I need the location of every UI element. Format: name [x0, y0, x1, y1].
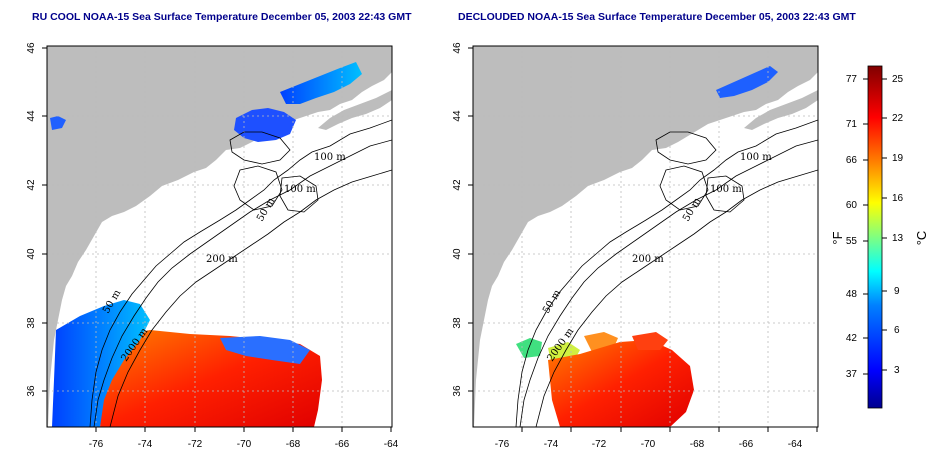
colorbar-f-tick: 77 — [846, 74, 858, 85]
y-tick-label: 40 — [452, 248, 463, 260]
x-tick-label: -74 — [138, 439, 153, 450]
y-tick-label: 38 — [26, 317, 37, 329]
panel1-map: 100 m 100 m 50 m 200 m 50 m 2000 m -76 -… — [26, 42, 399, 450]
colorbar-c-tick: 19 — [892, 153, 904, 164]
x-tick-label: -72 — [592, 439, 607, 450]
panel1-title: RU COOL NOAA-15 Sea Surface Temperature … — [32, 11, 412, 23]
panel1-y-axis: 36 38 40 42 44 46 — [26, 42, 47, 397]
sst-warm-south — [548, 340, 694, 427]
y-tick-label: 46 — [452, 42, 463, 54]
land — [473, 46, 818, 427]
panel2-frame — [472, 45, 819, 428]
x-tick-label: -66 — [335, 439, 350, 450]
y-tick-label: 36 — [452, 385, 463, 397]
sst-cold-patch — [220, 336, 310, 364]
bathymetry-contours — [89, 119, 392, 427]
contour-label: 100 m — [740, 152, 772, 163]
panel2-title: DECLOUDED NOAA-15 Sea Surface Temperatur… — [458, 11, 856, 23]
land-nova-scotia — [318, 90, 392, 130]
sst-warm-patch — [632, 332, 668, 350]
colorbar-c-tick: 13 — [892, 233, 904, 244]
colorbar-f-tick: 55 — [846, 236, 858, 247]
y-tick-label: 42 — [452, 179, 463, 191]
sst-cold-gulf-maine — [234, 108, 296, 142]
x-tick-label: -70 — [237, 439, 252, 450]
colorbar-c-tick: 25 — [892, 74, 904, 85]
colorbar-f-tick: 48 — [846, 289, 858, 300]
colorbar-c-tick: 6 — [894, 325, 900, 336]
colorbar-c-tick: 16 — [892, 193, 904, 204]
x-tick-label: -64 — [788, 439, 803, 450]
colorbar-f-tick: 37 — [846, 369, 858, 380]
colorbar-f-tick: 42 — [846, 333, 858, 344]
y-tick-label: 36 — [26, 385, 37, 397]
contour-label: 100 m — [284, 184, 316, 195]
colorbar-c-tick: 9 — [894, 286, 900, 297]
colorbar-fahrenheit-label: °F — [830, 231, 845, 244]
panel2-map: 100 m 100 m 50 m 200 m 50 m 2000 m -76 -… — [452, 42, 819, 450]
land — [47, 46, 392, 427]
contour-label: 100 m — [710, 184, 742, 195]
panel1-frame — [46, 45, 393, 428]
grid — [47, 46, 392, 427]
y-tick-label: 38 — [452, 317, 463, 329]
colorbar: 77 71 66 60 55 48 42 37 25 22 19 16 13 9… — [830, 65, 929, 409]
colorbar-celsius-ticks: 25 22 19 16 13 9 6 3 — [882, 74, 904, 376]
colorbar-f-tick: 66 — [846, 155, 858, 166]
sst-cold-shelf — [52, 300, 150, 427]
y-tick-label: 42 — [26, 179, 37, 191]
x-tick-label: -70 — [641, 439, 656, 450]
land-nova-scotia — [744, 90, 818, 130]
x-tick-label: -68 — [286, 439, 301, 450]
x-tick-label: -72 — [188, 439, 203, 450]
x-tick-label: -76 — [89, 439, 104, 450]
contour-label: 200 m — [206, 254, 238, 265]
y-tick-label: 44 — [452, 110, 463, 122]
sst-cold-north — [280, 62, 362, 104]
x-tick-label: -76 — [495, 439, 510, 450]
colorbar-c-tick: 3 — [894, 365, 900, 376]
y-tick-label: 44 — [26, 110, 37, 122]
y-tick-label: 40 — [26, 248, 37, 260]
colorbar-f-tick: 60 — [846, 200, 858, 211]
y-tick-label: 46 — [26, 42, 37, 54]
contour-label: 200 m — [632, 254, 664, 265]
colorbar-celsius-label: °C — [914, 231, 929, 246]
panel2-y-axis: 36 38 40 42 44 46 — [452, 42, 473, 397]
colorbar-c-tick: 22 — [892, 113, 904, 124]
panel2-x-axis: -76 -74 -72 -70 -68 -66 -64 — [495, 427, 818, 450]
sst-cold-west — [50, 116, 66, 130]
contour-label: 100 m — [314, 152, 346, 163]
colorbar-f-tick: 71 — [846, 119, 858, 130]
colorbar-gradient — [867, 65, 883, 409]
x-tick-label: -68 — [690, 439, 705, 450]
x-tick-label: -64 — [384, 439, 399, 450]
x-tick-label: -66 — [739, 439, 754, 450]
x-tick-label: -74 — [544, 439, 559, 450]
bathymetry-contours — [515, 119, 818, 427]
panel1-x-axis: -76 -74 -72 -70 -68 -66 -64 — [89, 427, 399, 450]
sst-cold-north — [716, 66, 778, 98]
colorbar-fahrenheit-ticks: 77 71 66 60 55 48 42 37 — [846, 74, 868, 380]
grid — [473, 46, 818, 427]
